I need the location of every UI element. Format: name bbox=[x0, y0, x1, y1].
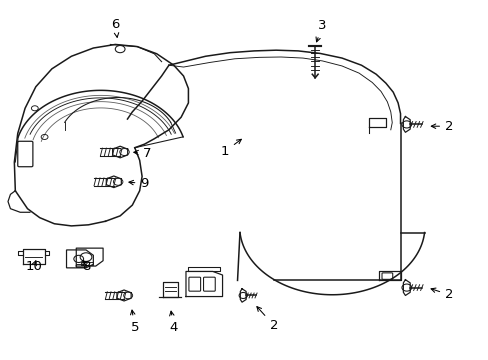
Text: 8: 8 bbox=[81, 260, 90, 273]
Text: 2: 2 bbox=[256, 307, 278, 332]
Text: 2: 2 bbox=[430, 120, 452, 133]
Text: 7: 7 bbox=[134, 147, 151, 159]
Text: 6: 6 bbox=[111, 18, 119, 37]
Text: 4: 4 bbox=[169, 311, 178, 333]
Text: 1: 1 bbox=[220, 139, 241, 158]
Text: 10: 10 bbox=[25, 260, 42, 273]
Text: 5: 5 bbox=[130, 310, 139, 333]
Text: 2: 2 bbox=[430, 288, 452, 301]
Text: 9: 9 bbox=[129, 177, 148, 190]
Text: 3: 3 bbox=[315, 19, 326, 42]
